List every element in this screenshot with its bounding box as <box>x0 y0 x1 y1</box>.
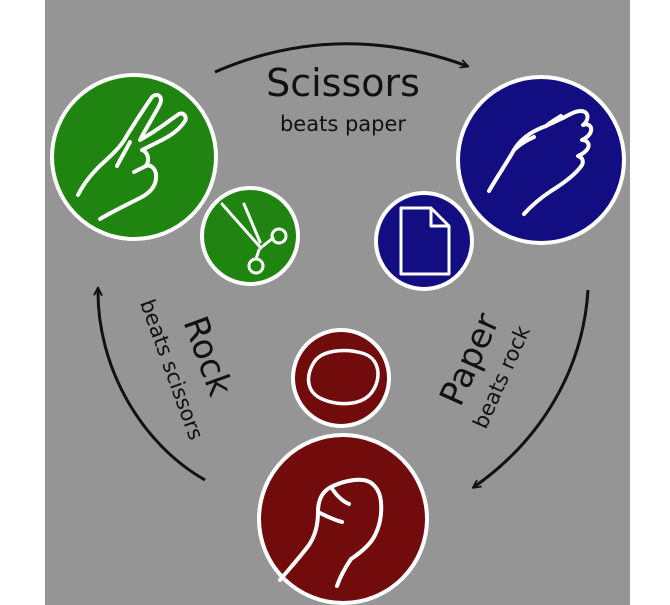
open-hand-icon <box>487 108 594 216</box>
rock-icon <box>306 348 380 406</box>
scissors-to-paper-arrow <box>214 42 467 74</box>
rock-hand-circle <box>257 433 429 605</box>
scissors-icon <box>220 202 288 275</box>
rock-to-scissors-arrow <box>98 289 206 482</box>
paper-hand-circle <box>456 75 626 245</box>
document-icon <box>399 206 451 276</box>
scissors-hand-circle <box>50 73 218 241</box>
v-sign-hand-icon <box>76 93 188 221</box>
scissors-label: Scissors <box>266 61 420 105</box>
scissors-sublabel: beats paper <box>280 112 406 136</box>
paper-to-rock-arrow <box>474 289 590 487</box>
fist-icon <box>278 477 384 588</box>
